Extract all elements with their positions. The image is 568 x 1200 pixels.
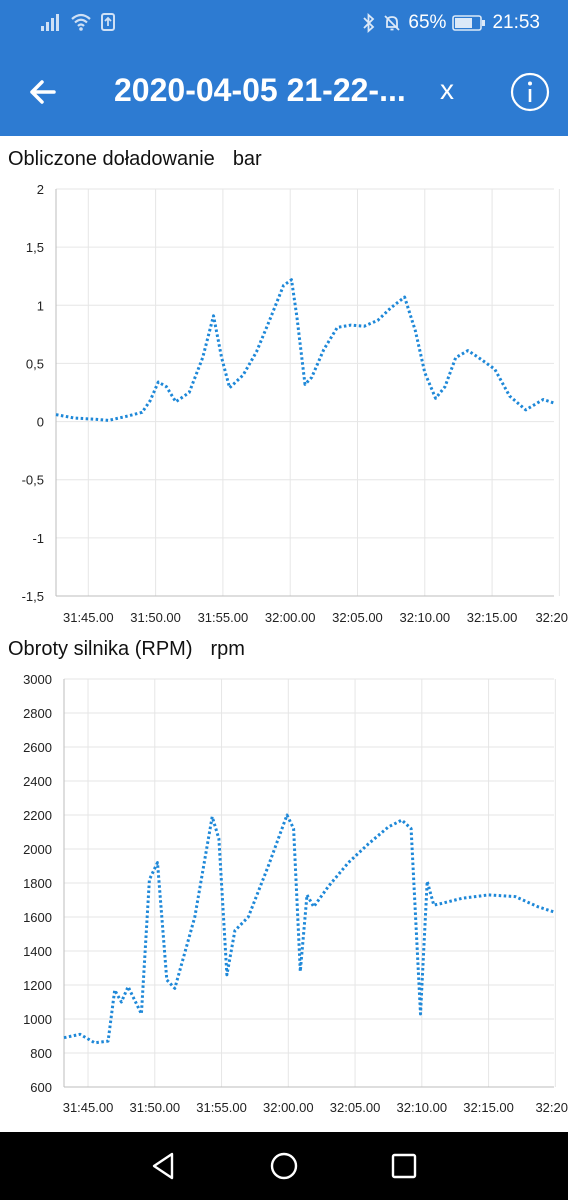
y-tick-label: 2000 [23, 842, 52, 857]
y-tick-label: 3000 [23, 672, 52, 687]
circle-home-icon [270, 1152, 298, 1180]
x-tick-label: 32:00.00 [265, 610, 316, 625]
triangle-back-icon [152, 1152, 174, 1180]
y-tick-label: 2800 [23, 706, 52, 721]
x-tick-label: 31:55.00 [196, 1100, 247, 1115]
y-tick-label: 2 [37, 182, 44, 197]
x-tick-label: 32:15.00 [467, 610, 518, 625]
status-right: 65% 21:53 [362, 12, 540, 34]
status-bar: 65% 21:53 [0, 0, 568, 48]
status-left-icons [40, 12, 116, 32]
series-line [55, 278, 555, 422]
x-tick-label: 31:45.00 [63, 610, 114, 625]
chart-rpm-title: Obroty silnika (RPM) rpm [8, 638, 245, 661]
info-icon [510, 72, 550, 112]
x-tick-label: 31:50.00 [129, 1100, 180, 1115]
arrow-left-icon [30, 80, 56, 104]
y-tick-label: 2400 [23, 774, 52, 789]
x-tick-label: 31:45.00 [63, 1100, 114, 1115]
x-tick-label: 32:00.00 [263, 1100, 314, 1115]
battery-icon [452, 15, 486, 31]
x-tick-label: 32:10.00 [397, 1100, 448, 1115]
clock: 21:53 [492, 12, 540, 33]
x-tick-label: 32:05.00 [330, 1100, 381, 1115]
y-tick-label: 2200 [23, 808, 52, 823]
app-bar: 2020-04-05 21-22-... x [0, 48, 568, 136]
chart-rpm-name: Obroty silnika (RPM) [8, 638, 193, 660]
chart-boost-title: Obliczone doładowanie bar [8, 148, 262, 171]
x-tick-label: 32:10.00 [399, 610, 450, 625]
nav-home-button[interactable] [264, 1146, 304, 1186]
x-tick-label: 32:20 [535, 1100, 568, 1115]
x-tick-label: 31:55.00 [198, 610, 249, 625]
square-recents-icon [391, 1153, 417, 1179]
chart-rpm-unit: rpm [210, 638, 245, 660]
y-tick-label: 1600 [23, 910, 52, 925]
wifi-icon [71, 13, 91, 31]
navigation-bar [0, 1132, 568, 1200]
chart-boost: 2 1,5 1 0,5 0 -0,5 -1 -1,5 31:45.00 31:50.00 31:55… [22, 182, 568, 625]
x-tick-label: 32:20 [535, 610, 568, 625]
battery-percent: 65% [408, 12, 447, 33]
muted-bell-icon [384, 15, 401, 31]
chart-boost-name: Obliczone doładowanie [8, 148, 215, 170]
y-tick-label: 0,5 [26, 356, 44, 371]
nav-recents-button[interactable] [384, 1146, 424, 1186]
y-tick-label: -1 [32, 531, 44, 546]
series-line [63, 813, 555, 1045]
nav-back-button[interactable] [144, 1146, 184, 1186]
close-button[interactable]: x [440, 74, 454, 105]
y-tick-label: 1200 [23, 978, 52, 993]
x-tick-label: 31:50.00 [130, 610, 181, 625]
signal-icon [41, 14, 59, 31]
y-tick-label: 600 [30, 1080, 52, 1095]
y-tick-label: 1,5 [26, 240, 44, 255]
x-tick-label: 32:05.00 [332, 610, 383, 625]
upload-icon [101, 13, 115, 31]
info-button[interactable] [508, 70, 552, 114]
y-tick-label: 2600 [23, 740, 52, 755]
y-tick-label: 1 [37, 298, 44, 313]
bluetooth-icon [363, 13, 375, 33]
chart-rpm: 3000 2800 2600 2400 2200 2000 1800 1600 1400 1200… [23, 672, 568, 1115]
chart-boost-unit: bar [232, 148, 262, 170]
y-tick-label: 0 [37, 415, 44, 430]
y-tick-label: -1,5 [22, 589, 44, 604]
y-tick-label: 1400 [23, 944, 52, 959]
y-tick-label: -0,5 [22, 473, 44, 488]
y-tick-label: 1000 [23, 1012, 52, 1027]
page-title: 2020-04-05 21-22-... [114, 72, 406, 108]
y-tick-label: 800 [30, 1046, 52, 1061]
y-tick-label: 1800 [23, 876, 52, 891]
x-tick-label: 32:15.00 [463, 1100, 514, 1115]
back-button[interactable] [22, 70, 66, 114]
